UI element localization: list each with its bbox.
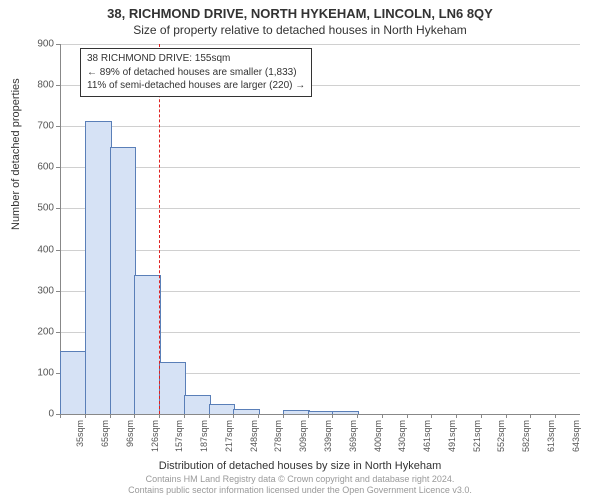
- x-tick-mark: [258, 414, 259, 418]
- footer-line1: Contains HM Land Registry data © Crown c…: [0, 474, 600, 485]
- x-tick-label: 582sqm: [521, 420, 531, 452]
- bar: [308, 411, 335, 414]
- y-tick-label: 500: [14, 203, 54, 214]
- x-tick-mark: [159, 414, 160, 418]
- grid-line: [60, 167, 580, 168]
- x-tick-mark: [530, 414, 531, 418]
- x-tick-label: 187sqm: [199, 420, 209, 452]
- info-box-line1: 38 RICHMOND DRIVE: 155sqm: [87, 52, 305, 66]
- x-tick-label: 339sqm: [323, 420, 333, 452]
- info-box-line3: 11% of semi-detached houses are larger (…: [87, 79, 305, 93]
- chart-plot-area: 010020030040050060070080090035sqm65sqm96…: [60, 44, 580, 414]
- x-tick-label: 643sqm: [571, 420, 581, 452]
- info-box: 38 RICHMOND DRIVE: 155sqm← 89% of detach…: [80, 48, 312, 97]
- x-tick-label: 491sqm: [447, 420, 457, 452]
- x-tick-label: 248sqm: [249, 420, 259, 452]
- x-tick-mark: [184, 414, 185, 418]
- x-tick-mark: [407, 414, 408, 418]
- x-tick-mark: [85, 414, 86, 418]
- title-main: 38, RICHMOND DRIVE, NORTH HYKEHAM, LINCO…: [0, 0, 600, 21]
- footer-line2: Contains public sector information licen…: [0, 485, 600, 496]
- x-axis-label: Distribution of detached houses by size …: [0, 460, 600, 472]
- x-tick-label: 278sqm: [273, 420, 283, 452]
- x-tick-mark: [382, 414, 383, 418]
- x-axis: [60, 414, 580, 415]
- x-tick-label: 461sqm: [422, 420, 432, 452]
- x-tick-mark: [555, 414, 556, 418]
- bar: [233, 409, 260, 414]
- y-tick-label: 400: [14, 244, 54, 255]
- x-tick-mark: [431, 414, 432, 418]
- x-tick-mark: [134, 414, 135, 418]
- footer: Contains HM Land Registry data © Crown c…: [0, 474, 600, 496]
- bar: [283, 410, 310, 414]
- x-tick-mark: [357, 414, 358, 418]
- x-tick-label: 126sqm: [150, 420, 160, 452]
- x-tick-label: 96sqm: [125, 420, 135, 447]
- y-tick-label: 0: [14, 409, 54, 420]
- x-tick-label: 400sqm: [373, 420, 383, 452]
- bar: [134, 275, 161, 414]
- y-tick-label: 200: [14, 326, 54, 337]
- x-tick-mark: [481, 414, 482, 418]
- x-tick-mark: [60, 414, 61, 418]
- x-tick-mark: [233, 414, 234, 418]
- grid-line: [60, 208, 580, 209]
- plot: 010020030040050060070080090035sqm65sqm96…: [60, 44, 580, 414]
- x-tick-label: 217sqm: [224, 420, 234, 452]
- x-tick-label: 369sqm: [348, 420, 358, 452]
- y-tick-label: 700: [14, 121, 54, 132]
- x-tick-mark: [332, 414, 333, 418]
- y-tick-label: 600: [14, 162, 54, 173]
- x-tick-mark: [308, 414, 309, 418]
- y-tick-label: 900: [14, 39, 54, 50]
- bar: [159, 362, 186, 414]
- x-tick-label: 521sqm: [472, 420, 482, 452]
- x-tick-label: 430sqm: [397, 420, 407, 452]
- x-tick-label: 613sqm: [546, 420, 556, 452]
- bar: [85, 121, 112, 414]
- x-tick-mark: [456, 414, 457, 418]
- x-tick-mark: [283, 414, 284, 418]
- bar: [209, 404, 236, 414]
- x-tick-label: 35sqm: [75, 420, 85, 447]
- x-tick-label: 552sqm: [496, 420, 506, 452]
- x-tick-label: 309sqm: [298, 420, 308, 452]
- title-sub: Size of property relative to detached ho…: [0, 21, 600, 41]
- grid-line: [60, 126, 580, 127]
- x-tick-label: 157sqm: [174, 420, 184, 452]
- x-tick-mark: [209, 414, 210, 418]
- bar: [332, 411, 359, 414]
- x-tick-mark: [110, 414, 111, 418]
- bar: [60, 351, 87, 414]
- marker-line: [159, 44, 160, 414]
- info-box-line2: ← 89% of detached houses are smaller (1,…: [87, 66, 305, 80]
- bar: [184, 395, 211, 415]
- bar: [110, 147, 137, 414]
- grid-line: [60, 44, 580, 45]
- y-tick-label: 300: [14, 285, 54, 296]
- chart-container: 38, RICHMOND DRIVE, NORTH HYKEHAM, LINCO…: [0, 0, 600, 500]
- x-tick-label: 65sqm: [100, 420, 110, 447]
- y-tick-label: 100: [14, 367, 54, 378]
- grid-line: [60, 250, 580, 251]
- x-tick-mark: [506, 414, 507, 418]
- y-tick-label: 800: [14, 80, 54, 91]
